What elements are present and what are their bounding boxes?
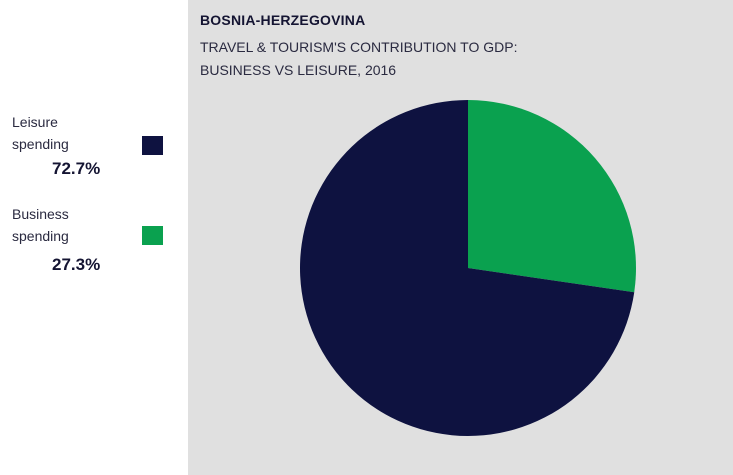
subtitle-line-2: BUSINESS VS LEISURE, 2016	[200, 62, 397, 78]
legend-item-leisure: Leisure spending 72.7%	[12, 111, 172, 178]
legend-label-leisure: Leisure spending	[12, 111, 82, 155]
legend-label-business: Business spending	[12, 203, 82, 247]
legend-item-business: Business spending 27.3%	[12, 203, 172, 274]
legend-swatch-leisure	[142, 136, 163, 155]
legend-swatch-business	[142, 226, 163, 245]
chart-title: BOSNIA-HERZEGOVINA	[200, 12, 366, 28]
legend-label-business-line2: spending	[12, 228, 69, 244]
pie-slice-leisure	[300, 100, 635, 436]
pie-slice-business	[468, 99, 637, 293]
legend-label-leisure-line1: Leisure	[12, 114, 58, 130]
subtitle-line-1: TRAVEL & TOURISM'S CONTRIBUTION TO GDP:	[200, 39, 518, 55]
legend-value-business: 27.3%	[52, 255, 101, 274]
legend-label-business-line1: Business	[12, 206, 69, 222]
chart-subtitle: TRAVEL & TOURISM'S CONTRIBUTION TO GDP: …	[200, 36, 620, 82]
pie-chart	[300, 99, 637, 436]
legend-label-leisure-line2: spending	[12, 136, 69, 152]
legend-value-leisure: 72.7%	[52, 159, 101, 178]
